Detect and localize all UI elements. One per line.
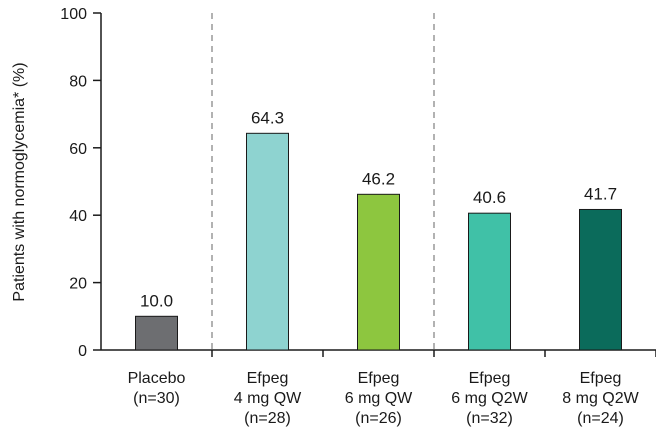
bar bbox=[246, 132, 289, 351]
category-label: (n=24) bbox=[577, 410, 624, 427]
category-label: Efpeg bbox=[247, 370, 289, 387]
value-labels: 10.0 64.3 46.2 40.6 41.7 bbox=[140, 108, 617, 310]
y-tick-label: 40 bbox=[69, 208, 87, 225]
y-axis-title: Patients with normoglycemia* (%) bbox=[11, 62, 28, 301]
group-separators bbox=[211, 13, 435, 350]
bar bbox=[468, 212, 511, 351]
category-label: 6 mg QW bbox=[345, 390, 413, 407]
y-ticks: 0 20 40 60 80 100 bbox=[60, 6, 101, 360]
y-tick-label: 60 bbox=[69, 141, 87, 158]
category-label: (n=32) bbox=[466, 410, 513, 427]
value-label: 10.0 bbox=[140, 291, 173, 310]
category-label: (n=26) bbox=[355, 410, 402, 427]
category-label: (n=30) bbox=[133, 390, 180, 407]
value-label: 40.6 bbox=[473, 188, 506, 207]
category-label: 6 mg Q2W bbox=[451, 390, 528, 407]
bar bbox=[135, 315, 178, 351]
value-label: 64.3 bbox=[251, 108, 284, 127]
category-label: Efpeg bbox=[580, 370, 622, 387]
bars bbox=[135, 132, 622, 351]
category-labels: Placebo (n=30) Efpeg 4 mg QW (n=28) Efpeg 6 mg… bbox=[128, 370, 640, 427]
category-label: (n=28) bbox=[244, 410, 291, 427]
category-label: 8 mg Q2W bbox=[562, 390, 639, 407]
y-tick-label: 100 bbox=[60, 6, 87, 23]
value-label: 41.7 bbox=[584, 184, 617, 203]
y-tick-label: 80 bbox=[69, 73, 87, 90]
category-label: 4 mg QW bbox=[234, 390, 302, 407]
y-tick-label: 20 bbox=[69, 276, 87, 293]
category-label: Efpeg bbox=[469, 370, 511, 387]
bar bbox=[357, 193, 400, 351]
value-label: 46.2 bbox=[362, 169, 395, 188]
y-tick-label: 0 bbox=[78, 343, 87, 360]
category-label: Placebo bbox=[128, 370, 186, 387]
bar bbox=[579, 208, 622, 351]
category-label: Efpeg bbox=[358, 370, 400, 387]
